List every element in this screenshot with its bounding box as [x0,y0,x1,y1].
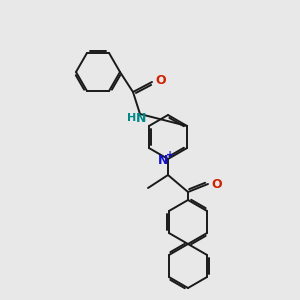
Text: N: N [136,112,146,124]
Text: N: N [158,154,168,166]
Text: H: H [128,113,136,123]
Text: O: O [211,178,222,190]
Text: O: O [155,74,166,88]
Text: +: + [166,150,174,160]
